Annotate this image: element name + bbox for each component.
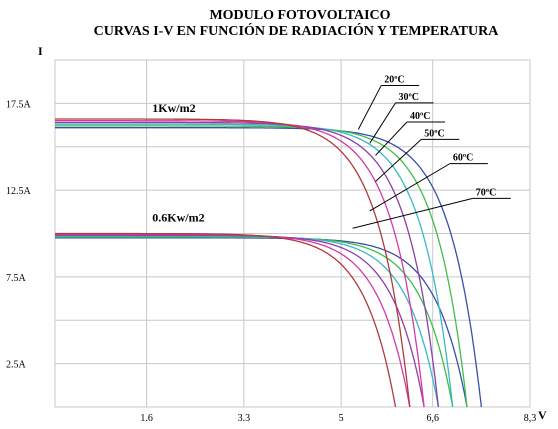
iv-curve xyxy=(55,118,411,408)
x-axis-label: V xyxy=(538,408,547,422)
iv-curve xyxy=(55,237,468,408)
y-tick-label: 17.5A xyxy=(6,99,32,110)
temperature-leader xyxy=(375,121,408,156)
x-tick-label: 8,3 xyxy=(524,413,537,424)
y-axis-label: I xyxy=(38,44,43,58)
curves xyxy=(55,118,483,408)
iv-curve xyxy=(55,234,425,408)
temperature-label: 40ºC xyxy=(410,111,431,122)
y-tick-label: 7.5A xyxy=(6,273,27,284)
temperature-leader xyxy=(375,138,422,182)
irradiance-label: 0.6Kw/m2 xyxy=(152,210,204,224)
temperature-label: 60ºC xyxy=(453,153,474,164)
iv-curve xyxy=(55,120,425,408)
iv-curve xyxy=(55,125,468,408)
chart-subtitle: CURVAS I-V EN FUNCIÓN DE RADIACIÓN Y TEM… xyxy=(94,22,500,39)
annotations: 1Kw/m2 0.6Kw/m2 20ºC 30ºC 40ºC 50ºC 60ºC 70ºC xyxy=(152,75,511,229)
y-tick-label: 12.5A xyxy=(6,186,32,197)
x-tick-label: 6,6 xyxy=(426,413,439,424)
temperature-leader xyxy=(357,85,382,130)
x-tick-label: 1.6 xyxy=(140,413,153,424)
iv-curve xyxy=(55,127,483,408)
iv-curve xyxy=(55,236,454,408)
ticks: 1.6 3.3 5 6,6 8,3 2.5A 7.5A 12.5A 17.5A xyxy=(6,99,536,424)
temperature-label: 20ºC xyxy=(384,75,405,86)
chart-title: MODULO FOTOVOLTAICO xyxy=(209,8,390,23)
x-tick-label: 5 xyxy=(339,413,344,424)
iv-curve xyxy=(55,121,440,408)
temperature-label: 70ºC xyxy=(476,187,497,198)
temperature-leader xyxy=(352,197,473,229)
temperature-leader xyxy=(369,102,396,144)
irradiance-label: 1Kw/m2 xyxy=(152,101,195,115)
x-tick-label: 3.3 xyxy=(238,413,251,424)
temperature-label: 30ºC xyxy=(399,92,420,103)
temperature-label: 50ºC xyxy=(424,128,445,139)
iv-curve xyxy=(55,123,454,408)
iv-curve xyxy=(55,232,397,408)
temperature-leader xyxy=(369,163,451,212)
iv-curve xyxy=(55,235,440,408)
y-tick-label: 2.5A xyxy=(6,360,27,371)
